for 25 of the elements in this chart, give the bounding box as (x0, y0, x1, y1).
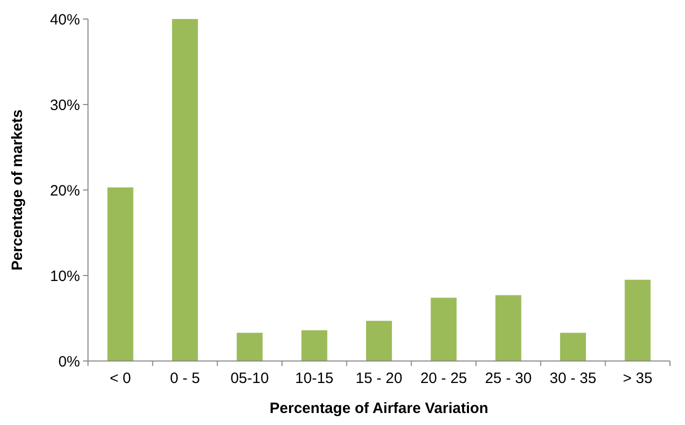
y-tick-label: 0% (58, 353, 80, 370)
y-tick-label: 20% (50, 182, 80, 200)
x-tick-label: 0 - 5 (170, 370, 200, 387)
x-tick-label: 25 - 30 (484, 370, 532, 387)
x-tick-label: 05-10 (230, 370, 269, 387)
bar (107, 187, 134, 361)
bar (301, 330, 328, 361)
bar (495, 295, 522, 361)
bar (172, 19, 198, 361)
x-tick-label: 30 - 35 (550, 370, 596, 387)
x-tick-label: 10-15 (295, 370, 334, 387)
y-axis-title: Percentage of markets (9, 110, 26, 270)
y-tick-label: 30% (50, 96, 80, 114)
bar (560, 332, 586, 361)
y-tick-label: 10% (50, 268, 80, 285)
bar (236, 332, 263, 361)
x-tick-label: < 0 (110, 370, 131, 387)
y-tick-label: 40% (50, 11, 80, 28)
x-tick-label: > 35 (622, 370, 652, 387)
x-tick-label: 15 - 20 (356, 370, 402, 387)
x-tick-label: 20 - 25 (420, 370, 468, 387)
x-axis-title: Percentage of Airfare Variation (270, 400, 488, 417)
bar (430, 298, 457, 361)
bar (624, 280, 651, 361)
bar (366, 320, 392, 361)
